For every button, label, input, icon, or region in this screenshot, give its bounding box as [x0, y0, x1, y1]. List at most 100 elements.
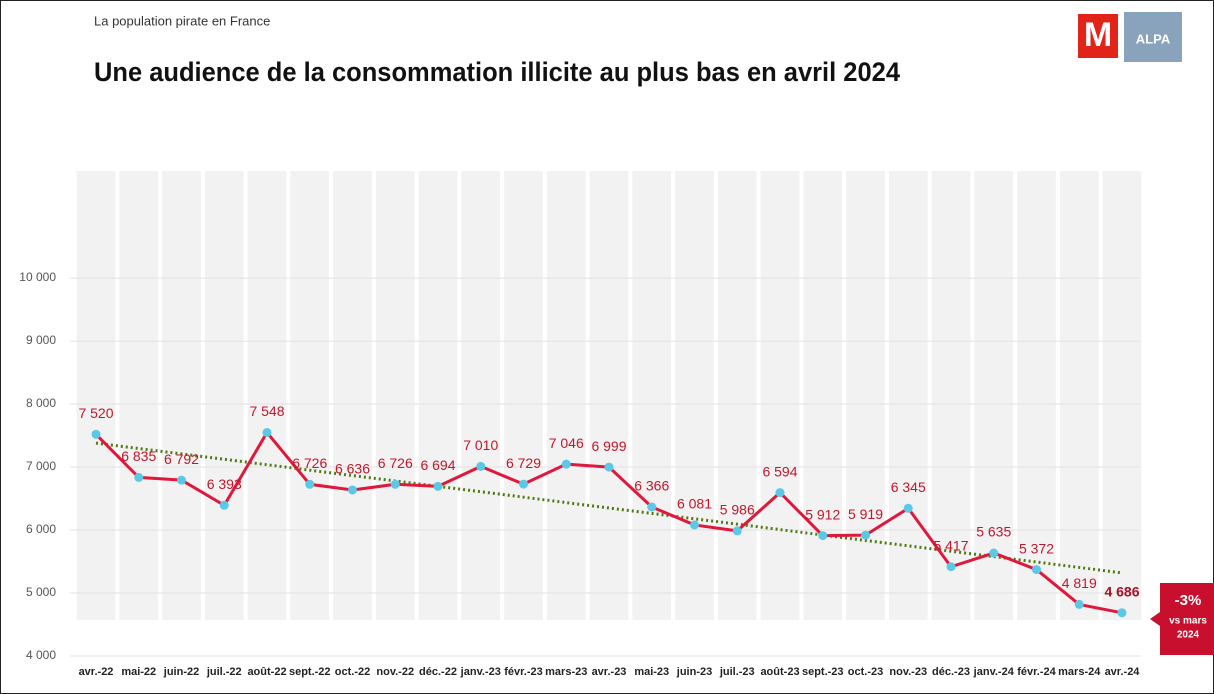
column-stripe	[204, 171, 244, 620]
logo-alpa: ALPA	[1124, 12, 1182, 62]
data-label: 7 548	[249, 403, 284, 419]
column-stripe	[1017, 171, 1056, 620]
x-tick-label: juin-22	[163, 666, 199, 678]
logo-text: ALPA	[1136, 31, 1171, 46]
data-label: 6 393	[207, 476, 242, 492]
column-stripe	[504, 171, 543, 620]
point	[775, 488, 785, 498]
x-tick-label: nov.-23	[889, 666, 927, 678]
point	[690, 520, 699, 530]
data-label: 5 635	[976, 524, 1011, 540]
point	[262, 428, 272, 438]
x-tick-label: juil.-22	[206, 666, 242, 678]
data-label: 6 081	[677, 496, 712, 512]
column-stripe	[931, 171, 971, 620]
x-tick-label: janv.-24	[973, 666, 1015, 678]
column-stripe	[461, 171, 501, 620]
point	[1117, 608, 1127, 618]
point	[861, 530, 870, 540]
data-label: 6 694	[420, 457, 455, 473]
point	[348, 485, 357, 495]
column-stripe	[1059, 171, 1099, 620]
data-label: 5 417	[933, 537, 968, 553]
data-label: 7 520	[78, 405, 113, 421]
column-stripe	[162, 171, 201, 620]
data-label: 6 726	[292, 455, 327, 471]
data-label: 5 986	[720, 502, 755, 518]
point	[91, 429, 101, 439]
column-stripe	[589, 171, 629, 620]
logo-text: M	[1084, 16, 1112, 54]
point	[1032, 565, 1041, 575]
x-tick-label: févr.-24	[1017, 666, 1056, 678]
x-tick-label: mars-23	[545, 666, 587, 678]
column-stripe	[675, 171, 714, 620]
data-label: 4 819	[1062, 575, 1097, 591]
y-tick-label: 9 000	[26, 333, 56, 347]
x-tick-label: juin-23	[676, 666, 712, 678]
point	[177, 475, 186, 485]
data-label: 6 729	[506, 455, 541, 471]
annotation-text: vs mars	[1169, 616, 1207, 627]
x-tick-label: sept.-22	[289, 666, 331, 678]
point	[989, 548, 999, 558]
y-tick-label: 7 000	[26, 459, 56, 473]
data-label: 7 046	[549, 435, 584, 451]
column-stripe	[888, 171, 928, 620]
column-stripe	[974, 171, 1014, 620]
x-tick-label: avr.-22	[79, 666, 114, 678]
data-label: 5 919	[848, 506, 883, 522]
column-stripe	[333, 171, 372, 620]
data-label: 5 372	[1019, 540, 1054, 556]
y-tick-label: 10 000	[19, 270, 56, 284]
point	[219, 500, 229, 510]
x-tick-label: févr.-23	[504, 666, 543, 678]
point	[1074, 599, 1084, 609]
data-label: 7 010	[463, 437, 498, 453]
y-tick-label: 6 000	[26, 522, 56, 536]
kicker: La population pirate en France	[94, 13, 270, 28]
y-tick-label: 5 000	[26, 585, 56, 599]
column-stripe	[846, 171, 885, 620]
data-label: 6 835	[121, 448, 156, 464]
x-tick-label: août-22	[247, 666, 286, 678]
point	[647, 502, 657, 512]
x-tick-label: avr.-24	[1105, 666, 1141, 678]
x-tick-label: janv.-23	[460, 666, 501, 678]
point	[476, 461, 486, 471]
trend-line	[95, 441, 1123, 575]
point	[604, 462, 614, 472]
data-label: 4 686	[1104, 583, 1139, 599]
column-stripe	[717, 171, 757, 620]
column-stripe	[290, 171, 330, 620]
logo-bg	[1078, 14, 1118, 58]
x-tick-label: déc.-23	[932, 666, 970, 678]
column-stripe	[247, 171, 287, 620]
x-tick-label: avr.-23	[592, 666, 627, 678]
y-tick-label: 4 000	[26, 648, 56, 662]
data-label: 6 636	[335, 461, 370, 477]
data-label: 6 366	[634, 478, 669, 494]
point	[390, 479, 400, 489]
data-label: 5 912	[805, 506, 840, 522]
data-label: 6 726	[378, 455, 413, 471]
column-stripe	[76, 171, 116, 620]
point	[134, 472, 144, 482]
point	[818, 531, 828, 541]
x-tick-label: sept.-23	[802, 666, 844, 678]
x-tick-label: août-23	[760, 666, 799, 678]
x-tick-label: oct.-23	[848, 666, 883, 678]
column-stripe	[546, 171, 586, 620]
column-stripe	[375, 171, 415, 620]
chart-title: Une audience de la consommation illicite…	[94, 57, 900, 87]
x-tick-label: oct.-22	[335, 666, 370, 678]
x-tick-label: déc.-22	[419, 666, 457, 678]
point	[519, 479, 528, 489]
column-stripe	[760, 171, 800, 620]
data-label: 6 594	[762, 463, 797, 479]
point	[946, 562, 956, 572]
point	[561, 459, 571, 469]
column-stripe	[119, 171, 159, 620]
column-stripe	[418, 171, 458, 620]
